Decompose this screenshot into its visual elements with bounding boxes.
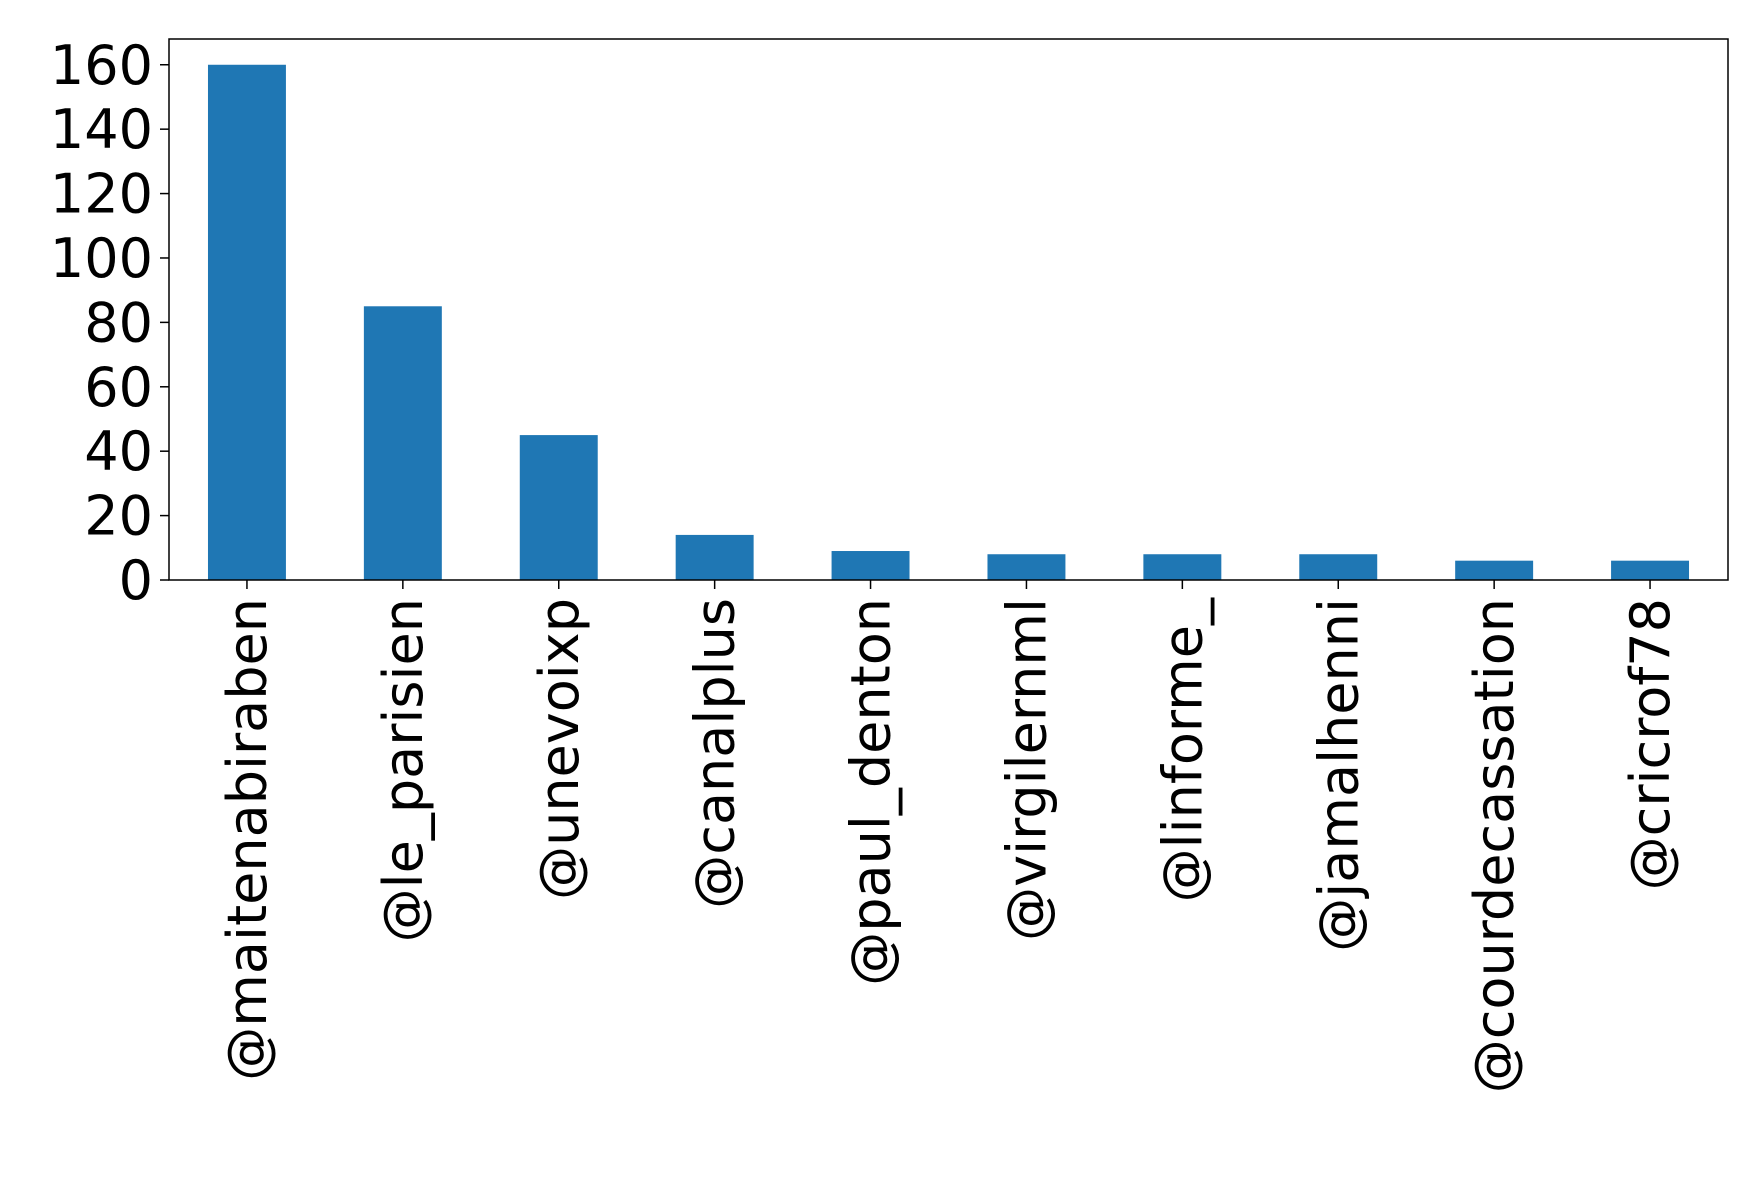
bar [1611,560,1690,580]
x-tick-label: @virgilernml [995,598,1058,941]
bar [363,306,442,580]
bar [207,64,286,580]
bar [1299,554,1378,580]
bar [675,534,754,580]
bar [1455,560,1534,580]
bar [519,435,598,580]
y-tick-label: 140 [50,98,153,161]
x-tick-label: @unevoixp [528,598,591,900]
y-tick-label: 120 [50,163,153,226]
y-tick-label: 100 [50,227,153,290]
x-tick-label: @paul_denton [840,598,903,986]
y-tick-label: 20 [84,485,153,548]
bar [987,554,1066,580]
x-tick-label: @canalplus [684,598,747,909]
x-tick-label: @courdecassation [1463,598,1526,1093]
x-tick-label: @le_parisien [372,598,435,942]
y-tick-label: 80 [84,291,153,354]
bar [831,551,910,580]
plot-frame [168,38,1729,581]
y-tick-label: 40 [84,420,153,483]
y-tick-label: 160 [50,34,153,97]
x-tick-label: @linforme_ [1151,597,1214,902]
bar [1143,554,1222,580]
x-tick-label: @cricrof78 [1619,598,1682,890]
y-tick-label: 60 [84,356,153,419]
y-tick-label: 0 [119,549,153,612]
x-tick-label: @jamalhenni [1307,598,1370,952]
x-tick-label: @maitenabiraben [216,598,279,1081]
